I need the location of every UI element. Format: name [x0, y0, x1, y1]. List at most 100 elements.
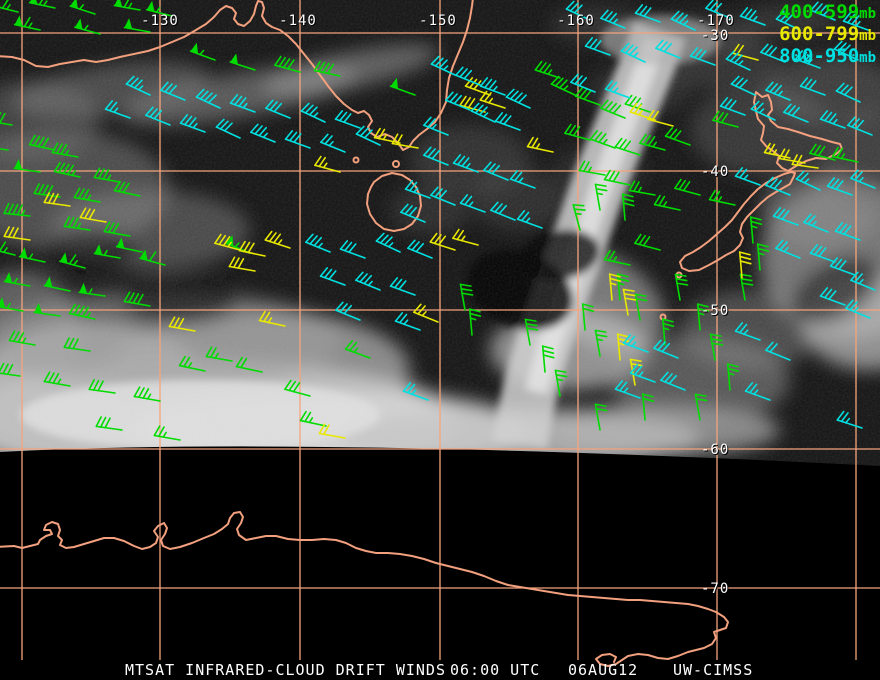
wind-barb — [28, 134, 56, 151]
wind-barb — [63, 216, 91, 231]
wind-barb — [765, 81, 791, 101]
wind-barb — [284, 379, 311, 397]
wind-barb — [775, 239, 801, 259]
wind-barb — [570, 73, 596, 93]
wind-barb — [413, 303, 439, 323]
wind-barb-layer — [0, 0, 876, 441]
wind-barb — [628, 180, 656, 196]
wind-barb — [719, 97, 746, 116]
wind-barb — [375, 232, 401, 253]
wind-barb — [603, 249, 631, 266]
wind-barb — [8, 330, 36, 346]
wind-barb — [3, 202, 31, 217]
wind-barb — [629, 102, 656, 121]
legend-item-400-599mb: 400-599mb — [779, 1, 876, 23]
legend-range-text: 400-599 — [779, 1, 860, 23]
wind-barb — [845, 299, 871, 319]
wind-barb — [0, 297, 24, 312]
wind-barb — [228, 256, 256, 272]
wind-barb — [778, 148, 806, 164]
wind-barb — [589, 130, 616, 149]
wind-barb — [0, 0, 19, 13]
wind-barb — [772, 207, 799, 226]
longitude-label: -140 — [279, 13, 317, 29]
wind-barb — [696, 303, 710, 331]
wind-barb — [153, 425, 181, 441]
wind-barb — [69, 0, 96, 15]
wind-barb — [479, 90, 506, 109]
wind-barb — [407, 239, 433, 259]
wind-barb — [133, 386, 161, 402]
wind-barb — [400, 203, 426, 223]
wind-barb — [189, 42, 216, 61]
wind-barb — [749, 216, 763, 244]
wind-barb — [819, 287, 846, 306]
wind-barb — [93, 167, 121, 183]
wind-barb — [394, 312, 421, 331]
wind-barb — [708, 189, 736, 206]
wind-barb — [534, 60, 561, 79]
wind-barb — [468, 308, 482, 336]
wind-barb — [541, 345, 555, 373]
latitude-label: -70 — [701, 581, 730, 597]
wind-barb — [404, 180, 431, 199]
wind-barb — [803, 213, 829, 233]
wind-barb — [624, 94, 651, 113]
wind-barb — [373, 127, 401, 144]
longitude-label: -150 — [419, 13, 457, 29]
wind-barb — [28, 0, 56, 9]
wind-barb — [835, 82, 861, 103]
longitude-label: -160 — [557, 13, 595, 29]
wind-barb — [160, 81, 186, 101]
wind-barb — [794, 50, 821, 69]
wind-barb — [819, 110, 846, 129]
caption-time: 06:00 UTC — [450, 661, 541, 679]
wind-barb — [622, 288, 637, 316]
wind-barb — [738, 251, 752, 279]
wind-barb — [629, 364, 656, 383]
wind-barb — [3, 272, 31, 287]
wind-barb — [43, 192, 71, 207]
wind-barb — [265, 99, 291, 119]
wind-barb — [744, 382, 771, 401]
wind-barb — [51, 142, 79, 158]
wind-barb — [705, 0, 731, 19]
wind-barb — [730, 75, 756, 96]
wind-barb — [765, 341, 791, 361]
wind-barb — [423, 116, 449, 136]
wind-barb — [452, 228, 479, 246]
wind-barb — [634, 293, 648, 321]
wind-barb — [483, 161, 509, 181]
wind-barb — [389, 77, 416, 96]
wind-barb — [509, 170, 536, 189]
wind-barb — [616, 273, 630, 301]
wind-barb — [0, 110, 13, 126]
wind-barb — [319, 267, 346, 286]
longitude-label: -170 — [697, 13, 735, 29]
latitude-label: -30 — [701, 28, 730, 44]
wind-barb — [195, 88, 221, 109]
wind-barb — [3, 226, 31, 241]
wind-barb — [300, 102, 326, 123]
wind-barb — [389, 277, 416, 296]
wind-barb — [103, 221, 131, 237]
wind-barb — [674, 178, 701, 196]
wind-barb — [620, 42, 646, 63]
coastline-nz-south-island — [679, 171, 796, 272]
wind-barb — [229, 94, 256, 113]
wind-barb — [655, 39, 681, 59]
wind-barb — [603, 169, 631, 186]
wind-barb — [299, 410, 327, 427]
wind-barb — [831, 146, 859, 163]
wind-barb — [93, 244, 121, 259]
wind-barb — [641, 393, 655, 421]
wind-barb — [565, 0, 591, 21]
wind-barb — [314, 155, 341, 173]
wind-barb — [88, 379, 116, 394]
wind-barb — [664, 127, 691, 146]
wind-barb — [616, 333, 630, 361]
wind-barb — [18, 247, 46, 263]
wind-barb — [215, 118, 241, 139]
wind-barb — [809, 244, 836, 263]
